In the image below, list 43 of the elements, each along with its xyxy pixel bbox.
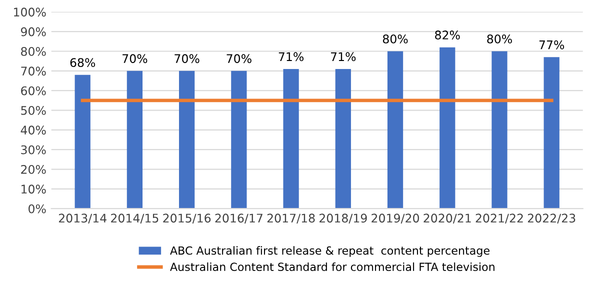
x-tick-label: 2013/14 (58, 214, 106, 224)
bar (74, 74, 90, 209)
bar (440, 47, 456, 209)
data-label: 71% (331, 52, 356, 62)
legend-label: Australian Content Standard for commercial FTA television (170, 262, 494, 272)
x-tick-label: 2019/20 (372, 214, 419, 224)
y-tick-label: 0% (28, 204, 46, 214)
y-tick-label: 60% (21, 86, 46, 96)
x-tick-label: 2017/18 (267, 214, 315, 224)
y-tick-label: 80% (21, 46, 46, 56)
y-tick-label: 50% (21, 106, 46, 115)
y-tick-label: 70% (21, 66, 46, 76)
legend-label: ABC Australian first release & repeat content percentage (170, 246, 490, 257)
y-tick-label: 10% (22, 184, 46, 194)
bar (492, 51, 508, 209)
data-label: 82% (435, 30, 460, 40)
bar (283, 68, 299, 209)
x-tick-label: 2020/21 (424, 214, 471, 224)
data-label: 80% (487, 34, 512, 44)
data-label: 70% (226, 54, 252, 64)
y-tick-label: 100% (14, 8, 46, 17)
data-label: 77% (539, 40, 564, 50)
data-label: 68% (70, 58, 96, 68)
bar (335, 68, 351, 209)
bar (179, 70, 195, 209)
y-tick-label: 40% (20, 126, 46, 135)
x-tick-label: 2016/17 (215, 214, 262, 224)
x-tick-label: 2021/22 (476, 214, 523, 224)
data-label: 70% (174, 54, 200, 64)
y-tick-label: 90% (20, 27, 46, 36)
x-tick-label: 2014/15 (111, 214, 158, 224)
data-label: 80% (382, 34, 408, 44)
bar (544, 57, 560, 209)
bar (231, 70, 247, 209)
data-label: 71% (278, 52, 304, 62)
bar (387, 51, 404, 209)
x-tick-label: 2015/16 (163, 214, 211, 224)
x-tick-label: 2022/23 (528, 214, 576, 224)
data-label: 70% (122, 54, 148, 64)
bar (126, 70, 143, 209)
x-tick-label: 2018/19 (320, 214, 367, 224)
y-tick-label: 30% (21, 145, 46, 154)
y-tick-label: 20% (21, 164, 46, 174)
